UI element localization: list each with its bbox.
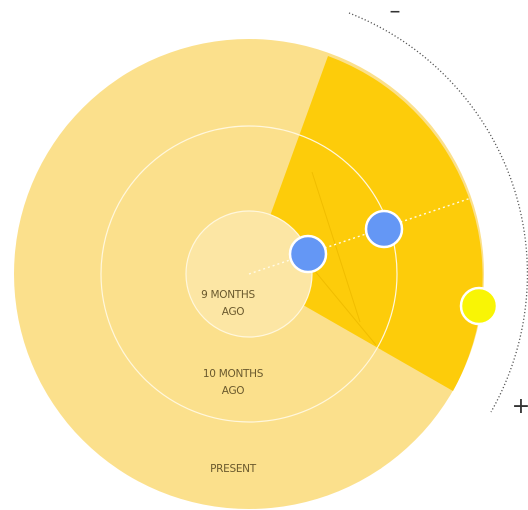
marker-yellow-circle[interactable] bbox=[461, 288, 497, 324]
inner-ring-label-line1: 9 MONTHS bbox=[201, 289, 255, 301]
marker-blue-circle-inner[interactable] bbox=[290, 236, 326, 272]
scale-minus-label: – bbox=[390, 0, 401, 24]
outer-ring-label: PRESENT bbox=[210, 463, 257, 475]
scale-plus-label: + bbox=[512, 394, 528, 419]
inner-ring-label-line2: AGO bbox=[222, 306, 245, 318]
middle-ring-label-line1: 10 MONTHS bbox=[203, 368, 264, 380]
marker-blue-circle-middle[interactable] bbox=[366, 211, 402, 247]
middle-ring-label-line2: AGO bbox=[222, 385, 245, 397]
